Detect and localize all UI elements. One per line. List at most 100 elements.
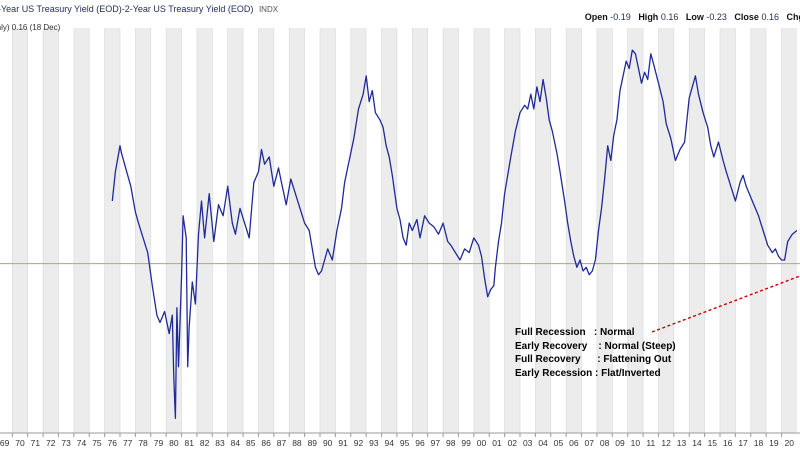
x-tick-label: 03 [523,438,533,448]
chart-title-text: 0-Year US Treasury Yield (EOD)-2-Year US… [0,4,253,14]
x-axis-ticks: 69 70 71 72 73 74 75 76 77 78 79 80 81 82 83 84 85 86 87 88… [0,433,794,448]
x-tick-label: 17 [738,438,748,448]
legend-row-full-recovery: Full Recovery : Flattening Out [515,353,676,367]
quote-bar: Open -0.19 High 0.16 Low -0.23 Close 0.1… [585,12,800,22]
year-bands [12,28,797,433]
x-tick-label: 08 [600,438,610,448]
x-tick-label: 14 [692,438,702,448]
x-tick-label: 04 [538,438,548,448]
x-tick-label: 81 [184,438,194,448]
legend-row-full-recession: Full Recession : Normal [515,326,676,340]
x-tick-label: 02 [508,438,518,448]
x-tick-label: 85 [246,438,256,448]
x-tick-label: 82 [200,438,210,448]
x-tick-label: 86 [261,438,271,448]
x-tick-label: 80 [169,438,179,448]
legend-sep: : [586,327,600,338]
x-tick-label: 94 [384,438,394,448]
x-tick-label: 83 [215,438,225,448]
open-label: Open [585,12,608,22]
year-band [382,28,397,433]
x-tick-label: 09 [615,438,625,448]
legend-phase: Full Recession [515,327,586,338]
x-tick-label: 88 [292,438,302,448]
x-tick-label: 10 [631,438,641,448]
x-tick-label: 98 [446,438,456,448]
x-tick-label: 71 [31,438,41,448]
x-tick-label: 73 [61,438,71,448]
x-tick-label: 05 [554,438,564,448]
x-tick-label: 99 [461,438,471,448]
year-band [135,28,150,433]
x-tick-label: 15 [708,438,718,448]
x-tick-label: 72 [46,438,56,448]
year-band [43,28,58,433]
x-tick-label: 87 [277,438,287,448]
x-tick-label: 74 [77,438,87,448]
x-tick-label: 92 [354,438,364,448]
x-tick-label: 69 [0,438,10,448]
x-tick-label: 96 [415,438,425,448]
x-tick-label: 78 [138,438,148,448]
x-tick-label: 97 [431,438,441,448]
legend-state: Flat/Inverted [601,368,660,379]
x-tick-label: 18 [754,438,764,448]
legend-state: Flattening Out [603,354,671,365]
year-band [105,28,120,433]
legend-sep: : [592,368,601,379]
x-tick-label: 91 [338,438,348,448]
chart-title: 0-Year US Treasury Yield (EOD)-2-Year US… [0,4,278,14]
year-band [258,28,273,433]
x-tick-label: 01 [492,438,502,448]
legend-state: Normal [600,327,634,338]
x-tick-label: 90 [323,438,333,448]
low-value: -0.23 [706,12,727,22]
year-band [12,28,27,433]
legend-phase: Full Recovery [515,354,581,365]
x-tick-label: 16 [723,438,733,448]
year-band [228,28,243,433]
legend-sep: : [581,354,604,365]
x-tick-label: 06 [569,438,579,448]
legend-sep: : [587,341,604,352]
year-band [751,28,766,433]
chg-label: Chg [787,12,800,22]
x-tick-label: 13 [677,438,687,448]
x-tick-label: 11 [646,438,655,448]
year-band [474,28,489,433]
x-tick-label: 93 [369,438,379,448]
year-band [320,28,335,433]
x-tick-label: 95 [400,438,410,448]
legend-phase: Early Recession [515,368,592,379]
year-band [782,28,797,433]
x-tick-label: 79 [154,438,164,448]
close-label: Close [734,12,759,22]
x-tick-label: 76 [108,438,118,448]
x-tick-label: 84 [231,438,241,448]
legend-phase: Early Recovery [515,341,587,352]
x-tick-label: 77 [123,438,133,448]
x-tick-label: 07 [584,438,594,448]
exchange-label: INDX [259,5,278,14]
x-tick-label: 12 [661,438,671,448]
open-value: -0.19 [610,12,631,22]
x-tick-label: 70 [15,438,25,448]
low-label: Low [686,12,704,22]
cycle-legend: Full Recession : Normal Early Recovery :… [515,326,676,380]
x-tick-label: 75 [92,438,102,448]
year-band [289,28,304,433]
high-label: High [638,12,658,22]
x-tick-label: 00 [477,438,487,448]
year-band [412,28,427,433]
chart-subtitle: nthly) 0.16 (18 Dec) [0,23,60,32]
x-tick-label: 89 [308,438,318,448]
legend-row-early-recession: Early Recession : Flat/Inverted [515,367,676,381]
legend-row-early-recovery: Early Recovery : Normal (Steep) [515,340,676,354]
x-tick-label: 20 [784,438,794,448]
legend-state: Normal (Steep) [605,341,676,352]
high-value: 0.16 [661,12,679,22]
x-tick-label: 19 [769,438,779,448]
close-value: 0.16 [761,12,779,22]
